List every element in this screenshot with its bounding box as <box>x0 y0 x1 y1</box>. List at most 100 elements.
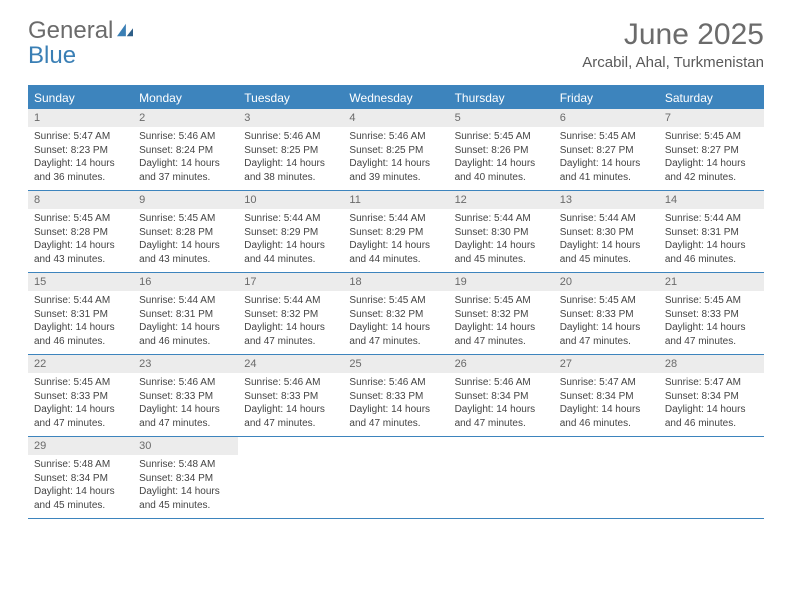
sunrise-text: Sunrise: 5:46 AM <box>244 376 337 390</box>
sail-icon <box>115 18 135 43</box>
sunset-text: Sunset: 8:33 PM <box>665 308 758 322</box>
header: GeneralBlue June 2025 Arcabil, Ahal, Tur… <box>0 0 792 77</box>
day-number: 9 <box>133 191 238 209</box>
daylight-text-1: Daylight: 14 hours <box>560 157 653 171</box>
day-body: Sunrise: 5:47 AMSunset: 8:34 PMDaylight:… <box>554 373 659 430</box>
day-number: 7 <box>659 109 764 127</box>
sunset-text: Sunset: 8:28 PM <box>139 226 232 240</box>
sunrise-text: Sunrise: 5:44 AM <box>455 212 548 226</box>
sunrise-text: Sunrise: 5:45 AM <box>349 294 442 308</box>
weekday-sunday: Sunday <box>28 87 133 109</box>
daylight-text-2: and 47 minutes. <box>244 335 337 349</box>
sunset-text: Sunset: 8:29 PM <box>349 226 442 240</box>
day-number <box>238 437 343 443</box>
sunset-text: Sunset: 8:31 PM <box>34 308 127 322</box>
day-cell: 17Sunrise: 5:44 AMSunset: 8:32 PMDayligh… <box>238 273 343 354</box>
daylight-text-2: and 39 minutes. <box>349 171 442 185</box>
sunset-text: Sunset: 8:27 PM <box>665 144 758 158</box>
brand-part1: General <box>28 17 113 44</box>
daylight-text-1: Daylight: 14 hours <box>349 321 442 335</box>
day-body: Sunrise: 5:45 AMSunset: 8:33 PMDaylight:… <box>659 291 764 348</box>
day-body: Sunrise: 5:45 AMSunset: 8:27 PMDaylight:… <box>554 127 659 184</box>
daylight-text-2: and 45 minutes. <box>34 499 127 513</box>
daylight-text-2: and 47 minutes. <box>139 417 232 431</box>
sunset-text: Sunset: 8:34 PM <box>665 390 758 404</box>
sunrise-text: Sunrise: 5:46 AM <box>349 130 442 144</box>
sunset-text: Sunset: 8:25 PM <box>244 144 337 158</box>
day-number: 23 <box>133 355 238 373</box>
day-cell: 19Sunrise: 5:45 AMSunset: 8:32 PMDayligh… <box>449 273 554 354</box>
day-number: 27 <box>554 355 659 373</box>
daylight-text-2: and 41 minutes. <box>560 171 653 185</box>
sunset-text: Sunset: 8:32 PM <box>244 308 337 322</box>
day-body: Sunrise: 5:44 AMSunset: 8:31 PMDaylight:… <box>659 209 764 266</box>
sunset-text: Sunset: 8:32 PM <box>349 308 442 322</box>
day-number: 3 <box>238 109 343 127</box>
sunset-text: Sunset: 8:24 PM <box>139 144 232 158</box>
week-row: 29Sunrise: 5:48 AMSunset: 8:34 PMDayligh… <box>28 437 764 519</box>
day-body: Sunrise: 5:46 AMSunset: 8:33 PMDaylight:… <box>133 373 238 430</box>
daylight-text-2: and 45 minutes. <box>455 253 548 267</box>
daylight-text-2: and 47 minutes. <box>455 417 548 431</box>
sunrise-text: Sunrise: 5:45 AM <box>34 376 127 390</box>
day-number <box>343 437 448 443</box>
day-body: Sunrise: 5:44 AMSunset: 8:31 PMDaylight:… <box>28 291 133 348</box>
weekday-saturday: Saturday <box>659 87 764 109</box>
daylight-text-1: Daylight: 14 hours <box>455 239 548 253</box>
day-number: 8 <box>28 191 133 209</box>
sunrise-text: Sunrise: 5:47 AM <box>34 130 127 144</box>
daylight-text-1: Daylight: 14 hours <box>349 157 442 171</box>
brand-part2: Blue <box>28 42 76 69</box>
daylight-text-1: Daylight: 14 hours <box>139 239 232 253</box>
day-cell: 14Sunrise: 5:44 AMSunset: 8:31 PMDayligh… <box>659 191 764 272</box>
sunrise-text: Sunrise: 5:45 AM <box>455 294 548 308</box>
weekday-wednesday: Wednesday <box>343 87 448 109</box>
day-number: 29 <box>28 437 133 455</box>
day-body: Sunrise: 5:45 AMSunset: 8:28 PMDaylight:… <box>133 209 238 266</box>
sunset-text: Sunset: 8:23 PM <box>34 144 127 158</box>
daylight-text-2: and 37 minutes. <box>139 171 232 185</box>
week-row: 8Sunrise: 5:45 AMSunset: 8:28 PMDaylight… <box>28 191 764 273</box>
daylight-text-1: Daylight: 14 hours <box>349 403 442 417</box>
daylight-text-1: Daylight: 14 hours <box>455 157 548 171</box>
sunrise-text: Sunrise: 5:44 AM <box>560 212 653 226</box>
day-body: Sunrise: 5:44 AMSunset: 8:30 PMDaylight:… <box>449 209 554 266</box>
brand-logo: GeneralBlue <box>28 18 135 68</box>
day-number: 16 <box>133 273 238 291</box>
sunset-text: Sunset: 8:34 PM <box>139 472 232 486</box>
day-body: Sunrise: 5:45 AMSunset: 8:27 PMDaylight:… <box>659 127 764 184</box>
day-body: Sunrise: 5:48 AMSunset: 8:34 PMDaylight:… <box>28 455 133 512</box>
daylight-text-1: Daylight: 14 hours <box>244 239 337 253</box>
day-cell: 24Sunrise: 5:46 AMSunset: 8:33 PMDayligh… <box>238 355 343 436</box>
daylight-text-1: Daylight: 14 hours <box>665 157 758 171</box>
day-cell: 21Sunrise: 5:45 AMSunset: 8:33 PMDayligh… <box>659 273 764 354</box>
day-cell: 6Sunrise: 5:45 AMSunset: 8:27 PMDaylight… <box>554 109 659 190</box>
day-cell: 27Sunrise: 5:47 AMSunset: 8:34 PMDayligh… <box>554 355 659 436</box>
daylight-text-2: and 47 minutes. <box>665 335 758 349</box>
daylight-text-2: and 46 minutes. <box>665 253 758 267</box>
day-number: 1 <box>28 109 133 127</box>
daylight-text-1: Daylight: 14 hours <box>560 239 653 253</box>
day-body: Sunrise: 5:46 AMSunset: 8:25 PMDaylight:… <box>343 127 448 184</box>
day-number: 12 <box>449 191 554 209</box>
daylight-text-1: Daylight: 14 hours <box>34 321 127 335</box>
day-body: Sunrise: 5:47 AMSunset: 8:34 PMDaylight:… <box>659 373 764 430</box>
day-body: Sunrise: 5:46 AMSunset: 8:33 PMDaylight:… <box>343 373 448 430</box>
sunrise-text: Sunrise: 5:45 AM <box>455 130 548 144</box>
daylight-text-2: and 45 minutes. <box>139 499 232 513</box>
daylight-text-2: and 47 minutes. <box>244 417 337 431</box>
day-cell: 9Sunrise: 5:45 AMSunset: 8:28 PMDaylight… <box>133 191 238 272</box>
daylight-text-2: and 40 minutes. <box>455 171 548 185</box>
day-number: 6 <box>554 109 659 127</box>
day-number: 28 <box>659 355 764 373</box>
day-cell: 1Sunrise: 5:47 AMSunset: 8:23 PMDaylight… <box>28 109 133 190</box>
sunrise-text: Sunrise: 5:45 AM <box>665 294 758 308</box>
day-body: Sunrise: 5:44 AMSunset: 8:29 PMDaylight:… <box>343 209 448 266</box>
day-number: 18 <box>343 273 448 291</box>
day-number <box>659 437 764 443</box>
daylight-text-2: and 46 minutes. <box>34 335 127 349</box>
sunset-text: Sunset: 8:33 PM <box>560 308 653 322</box>
sunset-text: Sunset: 8:25 PM <box>349 144 442 158</box>
day-number: 30 <box>133 437 238 455</box>
day-cell: 30Sunrise: 5:48 AMSunset: 8:34 PMDayligh… <box>133 437 238 518</box>
